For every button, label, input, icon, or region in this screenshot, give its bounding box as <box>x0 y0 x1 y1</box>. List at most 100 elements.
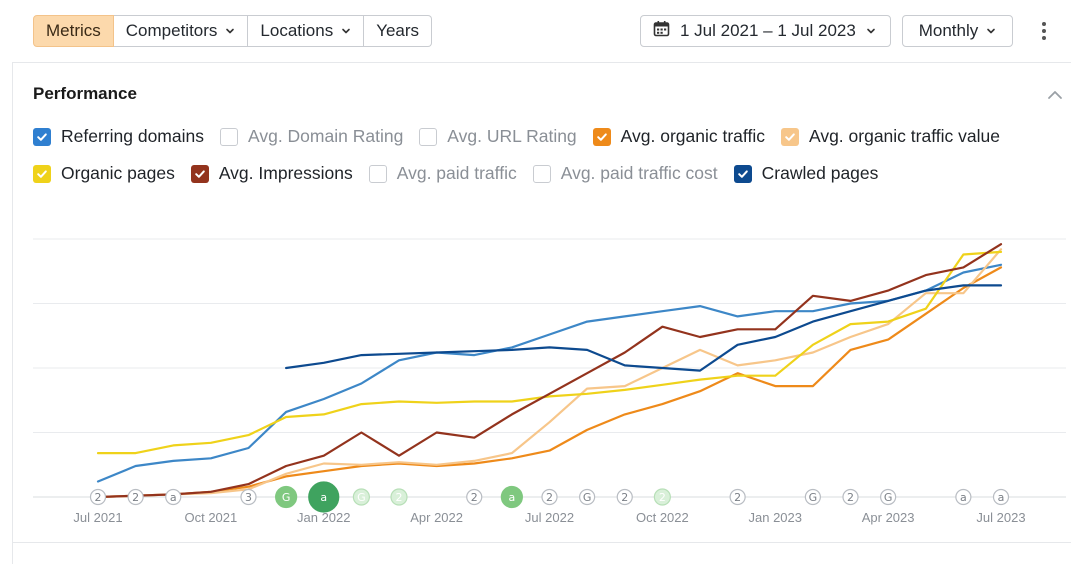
metric-toggle-label: Avg. paid traffic cost <box>560 163 718 183</box>
metric-toggle-label: Crawled pages <box>761 163 879 183</box>
annotation-label: 2 <box>471 491 478 504</box>
series-line-avg-organic-traffic <box>96 266 1003 499</box>
x-tick-label: Jan 2022 <box>297 510 351 525</box>
years-tab-label: Years <box>376 21 420 40</box>
section-divider <box>12 542 1071 543</box>
metric-toggle-avg-impressions[interactable]: Avg. Impressions <box>190 163 353 184</box>
annotation-marker <box>308 481 340 513</box>
checkbox-checked-icon[interactable] <box>33 127 51 146</box>
annotation-marker <box>992 488 1010 506</box>
metric-toggle-label: Avg. paid traffic <box>396 163 517 183</box>
checkbox-unchecked-icon[interactable] <box>532 164 551 183</box>
annotation-label: G <box>583 491 592 504</box>
chevron-down-icon <box>866 26 876 36</box>
metric-toggle-avg-url-rating[interactable]: Avg. URL Rating <box>419 126 577 147</box>
annotation-label: 2 <box>621 491 628 504</box>
x-tick-label: Apr 2022 <box>410 510 463 525</box>
chevron-up-icon[interactable] <box>1046 86 1064 104</box>
annotation-marker <box>653 488 671 506</box>
annotation-label: 2 <box>659 491 666 504</box>
locations-dropdown[interactable]: Locations <box>248 15 365 47</box>
metric-checkbox-row: Referring domains Avg. Domain Rating Avg. … <box>33 126 1016 147</box>
metric-toggle-label: Referring domains <box>61 126 204 146</box>
annotation-marker <box>729 488 746 506</box>
date-range-picker[interactable]: 1 Jul 2021 – 1 Jul 2023 <box>640 15 891 47</box>
section-title: Performance <box>33 84 137 103</box>
competitors-dropdown[interactable]: Competitors <box>113 15 249 47</box>
annotation-label: 2 <box>546 491 553 504</box>
metric-checkbox-row: Organic pages Avg. Impressions Avg. paid t… <box>33 163 894 184</box>
annotation-label: a <box>960 491 967 504</box>
checkbox-checked-icon[interactable] <box>33 164 51 183</box>
locations-dropdown-label: Locations <box>260 21 334 40</box>
checkbox-checked-icon[interactable] <box>190 164 209 183</box>
competitors-dropdown-label: Competitors <box>125 21 218 40</box>
series-line-avg-impressions <box>96 243 1003 499</box>
annotation-label: G <box>357 491 366 504</box>
annotation-marker <box>165 488 182 506</box>
annotation-marker <box>842 488 859 506</box>
annotation-label: a <box>170 491 177 504</box>
checkbox-checked-icon[interactable] <box>733 164 752 183</box>
annotation-marker <box>240 488 257 506</box>
calendar-icon <box>653 20 670 42</box>
annotation-label: a <box>998 491 1005 504</box>
annotation-marker <box>541 488 558 506</box>
metric-toggle-avg-organic-traffic-value[interactable]: Avg. organic traffic value <box>780 126 1000 147</box>
metric-toggle-avg-domain-rating[interactable]: Avg. Domain Rating <box>219 126 403 147</box>
checkbox-unchecked-icon[interactable] <box>419 127 438 146</box>
annotation-label: a <box>509 491 516 504</box>
checkbox-checked-icon[interactable] <box>592 127 611 146</box>
annotation-marker <box>275 485 298 509</box>
metric-toggle-crawled-pages[interactable]: Crawled pages <box>733 163 879 184</box>
interval-label: Monthly <box>918 21 979 40</box>
annotation-marker <box>390 488 408 506</box>
x-tick-label: Jul 2023 <box>976 510 1025 525</box>
toolbar: Metrics Competitors Locations Years <box>0 0 1071 62</box>
annotation-label: G <box>884 491 893 504</box>
annotation-label: 3 <box>245 491 252 504</box>
annotation-marker <box>127 488 144 506</box>
annotation-label: G <box>282 491 291 504</box>
checkbox-unchecked-icon[interactable] <box>368 164 387 183</box>
section-divider <box>12 62 1071 63</box>
years-tab[interactable]: Years <box>364 15 433 47</box>
interval-dropdown[interactable]: Monthly <box>902 15 1013 47</box>
annotation-label: 2 <box>132 491 139 504</box>
x-tick-label: Oct 2021 <box>184 510 237 525</box>
series-line-referring-domains <box>96 263 1003 483</box>
annotation-marker <box>89 488 107 506</box>
annotation-marker <box>579 488 596 506</box>
x-tick-label: Jan 2023 <box>749 510 803 525</box>
annotation-marker <box>500 485 523 509</box>
series-line-organic-pages <box>96 250 1003 455</box>
annotation-marker <box>880 488 897 506</box>
metric-toggle-label: Avg. URL Rating <box>447 126 577 146</box>
chevron-down-icon <box>341 26 351 36</box>
annotation-label: 2 <box>847 491 854 504</box>
metric-toggle-label: Avg. organic traffic <box>620 126 765 146</box>
metric-toggle-avg-organic-traffic[interactable]: Avg. organic traffic <box>592 126 765 147</box>
panel-border <box>12 62 13 564</box>
metric-toggle-organic-pages[interactable]: Organic pages <box>33 163 175 184</box>
metric-toggle-label: Avg. Impressions <box>218 163 353 183</box>
series-line-crawled-pages <box>285 284 1003 372</box>
annotation-marker <box>616 488 633 506</box>
checkbox-checked-icon[interactable] <box>780 127 799 146</box>
metric-toggle-referring-domains[interactable]: Referring domains <box>33 126 204 147</box>
metrics-tab[interactable]: Metrics <box>33 15 114 47</box>
metric-toggle-avg-paid-traffic-cost[interactable]: Avg. paid traffic cost <box>532 163 718 184</box>
kebab-menu-icon[interactable] <box>1036 18 1052 44</box>
annotation-label: G <box>809 491 818 504</box>
metric-toggle-label: Avg. organic traffic value <box>808 126 1000 146</box>
view-segment-group: Metrics Competitors Locations Years <box>33 15 433 47</box>
metric-toggle-avg-paid-traffic[interactable]: Avg. paid traffic <box>368 163 517 184</box>
annotation-label: 2 <box>396 491 403 504</box>
date-range-label: 1 Jul 2021 – 1 Jul 2023 <box>680 21 856 40</box>
checkbox-unchecked-icon[interactable] <box>219 127 238 146</box>
annotation-marker <box>804 488 821 506</box>
metrics-tab-label: Metrics <box>46 21 101 40</box>
annotation-marker <box>466 488 483 506</box>
annotation-marker <box>955 488 972 506</box>
